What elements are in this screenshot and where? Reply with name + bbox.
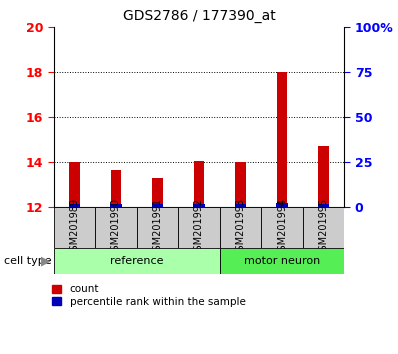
Bar [54, 248, 220, 274]
Bar [152, 204, 163, 207]
Text: GSM201991: GSM201991 [152, 198, 162, 257]
Text: GSM201992: GSM201992 [194, 198, 204, 257]
Bar [110, 204, 122, 207]
Text: cell type: cell type [4, 256, 52, 266]
Bar [54, 207, 95, 248]
Text: motor neuron: motor neuron [244, 256, 320, 266]
Text: GDS2786 / 177390_at: GDS2786 / 177390_at [123, 9, 275, 23]
Bar [193, 204, 205, 207]
Bar [95, 207, 137, 248]
Text: reference: reference [110, 256, 164, 266]
Bar [194, 161, 204, 207]
Legend: count, percentile rank within the sample: count, percentile rank within the sample [51, 283, 247, 308]
Bar [137, 207, 178, 248]
Bar [220, 207, 261, 248]
Bar [318, 146, 329, 207]
Bar [277, 72, 287, 207]
Bar [235, 162, 246, 207]
Bar [276, 203, 288, 207]
Text: ▶: ▶ [41, 255, 51, 268]
Text: GSM201994: GSM201994 [277, 198, 287, 257]
Bar [178, 207, 220, 248]
Bar [261, 207, 303, 248]
Bar [235, 204, 246, 207]
Bar [111, 170, 121, 207]
Bar [69, 162, 80, 207]
Bar [152, 178, 163, 207]
Bar [220, 248, 344, 274]
Bar [318, 204, 329, 207]
Bar [303, 207, 344, 248]
Bar [69, 204, 80, 207]
Text: GSM201993: GSM201993 [236, 198, 246, 257]
Text: GSM201989: GSM201989 [70, 198, 80, 257]
Text: GSM201995: GSM201995 [318, 198, 328, 257]
Text: GSM201990: GSM201990 [111, 198, 121, 257]
